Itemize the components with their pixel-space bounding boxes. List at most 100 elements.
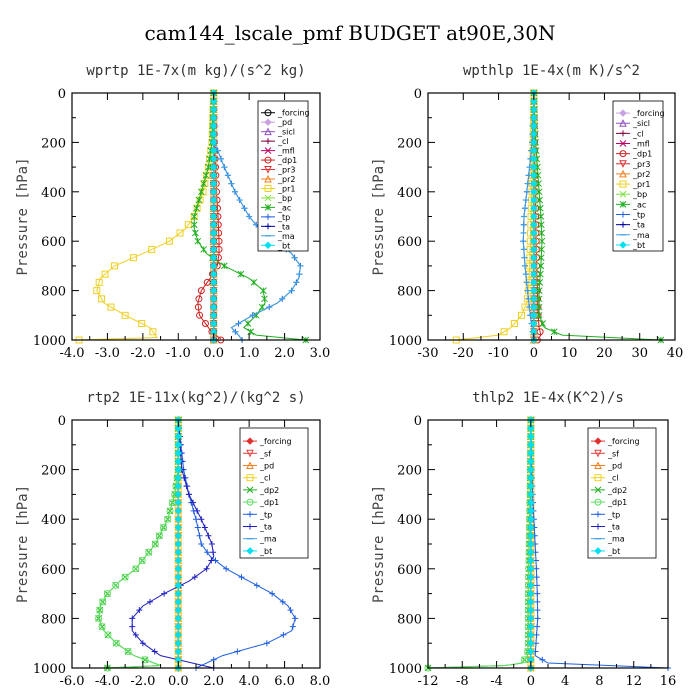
series-line bbox=[213, 92, 302, 341]
x-tick-label: 0 bbox=[530, 346, 538, 361]
series-point bbox=[198, 541, 205, 547]
series-point bbox=[174, 598, 182, 606]
legend-marker bbox=[246, 486, 254, 494]
series-point bbox=[192, 229, 199, 237]
series-point bbox=[174, 507, 182, 515]
series-point bbox=[510, 320, 518, 328]
series-point bbox=[196, 311, 204, 319]
y-tick-label: 1000 bbox=[389, 334, 422, 349]
x-tick-label: 0.0 bbox=[203, 346, 224, 361]
legend-marker bbox=[264, 118, 272, 126]
series-point bbox=[174, 589, 182, 598]
x-tick-label: -10 bbox=[488, 346, 509, 361]
legend-item: _ma bbox=[591, 535, 625, 544]
legend-label: _pd bbox=[259, 462, 274, 471]
series-point bbox=[210, 130, 218, 138]
series-line bbox=[427, 419, 532, 669]
series-point bbox=[201, 524, 208, 531]
series-point bbox=[530, 303, 538, 311]
series-point bbox=[93, 287, 101, 295]
series-point bbox=[537, 221, 545, 229]
series-point bbox=[538, 246, 545, 253]
series-point bbox=[193, 204, 200, 212]
series-point bbox=[146, 598, 153, 605]
x-tick-label: -1.0 bbox=[166, 346, 191, 361]
legend-item: _mfl bbox=[261, 147, 295, 156]
legend-label: _dp1 bbox=[607, 498, 627, 507]
series-point bbox=[530, 311, 538, 320]
legend-label: _bt bbox=[277, 241, 290, 250]
series-point bbox=[530, 113, 538, 122]
series-point bbox=[210, 204, 218, 212]
legend-label: _dp1 bbox=[259, 498, 279, 507]
panel-title: rtp2 1E-11x(kg^2)/(kg^2 s) bbox=[86, 390, 305, 406]
series-point bbox=[174, 523, 182, 532]
series-line bbox=[530, 419, 669, 669]
series-point bbox=[124, 647, 132, 655]
series-point bbox=[210, 97, 218, 105]
y-tick-label: 200 bbox=[397, 136, 422, 151]
series-point bbox=[289, 623, 296, 630]
legend-marker bbox=[264, 166, 272, 174]
x-tick-label: -2.0 bbox=[130, 346, 155, 361]
series-point bbox=[95, 614, 103, 622]
series-point bbox=[527, 614, 535, 623]
series-point bbox=[174, 457, 182, 466]
series-point bbox=[527, 548, 535, 556]
series-point bbox=[220, 262, 228, 270]
legend-item: _ac bbox=[261, 203, 291, 212]
series-point bbox=[185, 491, 192, 498]
series-point bbox=[530, 229, 538, 237]
legend-label: _pr3 bbox=[632, 160, 650, 169]
series-point bbox=[99, 598, 107, 606]
legend-label: _pr2 bbox=[632, 170, 650, 179]
x-tick-label: 4 bbox=[561, 674, 569, 689]
series-point bbox=[533, 631, 540, 638]
legend-marker bbox=[595, 523, 601, 530]
series-point bbox=[534, 582, 540, 589]
legend-label: _ma bbox=[277, 232, 295, 241]
series-point bbox=[538, 237, 546, 245]
legend-label: _bp bbox=[632, 190, 647, 199]
series-point bbox=[174, 581, 182, 590]
series-point bbox=[535, 287, 543, 294]
series-point bbox=[121, 311, 129, 319]
legend-label: _mfl bbox=[277, 147, 295, 156]
series-point bbox=[194, 303, 202, 311]
series-point bbox=[527, 465, 535, 474]
y-tick-label: 800 bbox=[41, 285, 66, 300]
series-point bbox=[210, 245, 218, 254]
series-point bbox=[201, 320, 209, 328]
legend-label: _pr1 bbox=[277, 184, 295, 193]
legend-marker bbox=[594, 474, 602, 482]
series-point bbox=[199, 188, 207, 196]
series-point bbox=[210, 188, 218, 196]
series-point bbox=[174, 515, 182, 523]
legend-marker bbox=[594, 449, 602, 458]
series-point bbox=[530, 245, 538, 254]
series-point bbox=[138, 557, 146, 565]
series-point bbox=[210, 179, 218, 188]
series-point bbox=[527, 432, 535, 441]
series-tp bbox=[527, 417, 671, 671]
series-point bbox=[500, 328, 508, 336]
legend-marker bbox=[246, 498, 254, 506]
legend-marker bbox=[264, 184, 272, 192]
series-point bbox=[193, 516, 199, 523]
y-axis-label: Pressure [hPa] bbox=[15, 485, 31, 603]
y-tick-label: 0 bbox=[58, 414, 66, 429]
series-point bbox=[527, 573, 535, 581]
legend-marker bbox=[265, 213, 271, 220]
series-point bbox=[210, 286, 218, 295]
legend-label: _pd bbox=[607, 462, 622, 471]
x-tick-label: 12 bbox=[625, 674, 642, 689]
y-tick-label: 0 bbox=[414, 87, 422, 102]
legend-label: _tp bbox=[277, 213, 290, 222]
series-point bbox=[210, 237, 218, 245]
series-point bbox=[530, 138, 538, 147]
series-point bbox=[210, 311, 218, 320]
series-point bbox=[530, 286, 538, 295]
x-tick-label: -30 bbox=[418, 346, 439, 361]
legend-marker bbox=[619, 109, 627, 117]
legend-label: _ma bbox=[632, 231, 650, 240]
